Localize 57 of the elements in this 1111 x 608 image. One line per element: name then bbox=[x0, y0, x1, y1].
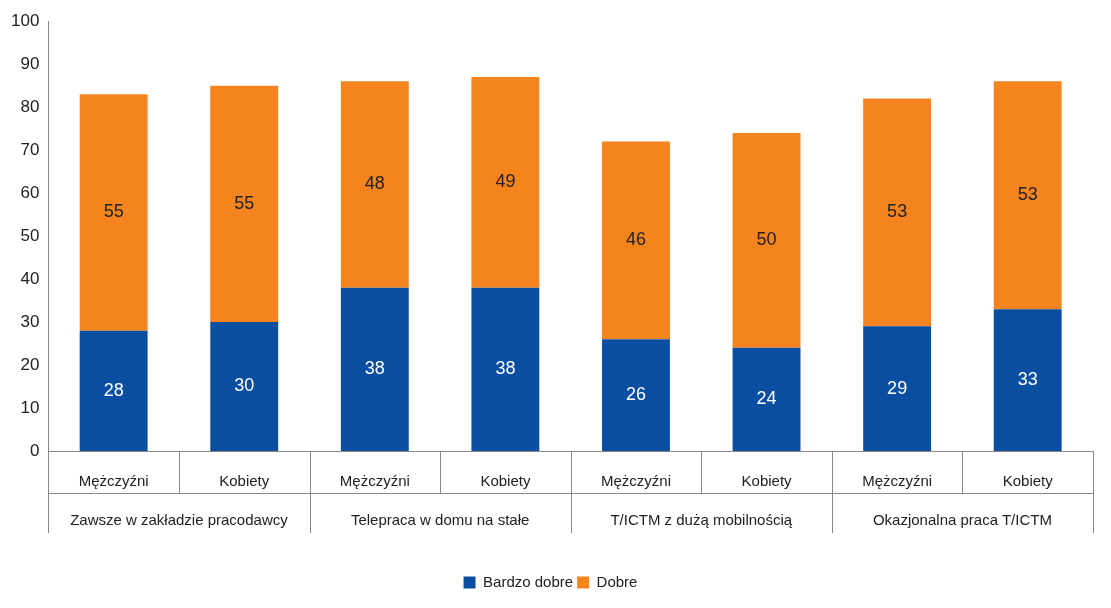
data-label: 26 bbox=[625, 384, 646, 405]
data-label: 53 bbox=[887, 201, 908, 222]
y-tick-label: 50 bbox=[20, 225, 40, 245]
data-label: 53 bbox=[1017, 184, 1038, 205]
data-label: 24 bbox=[756, 388, 777, 409]
bar bbox=[340, 81, 409, 288]
data-label: 28 bbox=[103, 379, 124, 400]
data-label: 55 bbox=[234, 192, 255, 213]
bar bbox=[471, 287, 540, 451]
text: Zawsze w zakładzie pracodawcy bbox=[70, 511, 289, 529]
bar bbox=[863, 98, 932, 327]
bar bbox=[602, 141, 670, 340]
y-tick-label: 100 bbox=[10, 10, 40, 30]
bar bbox=[602, 339, 670, 451]
y-tick-label: 90 bbox=[20, 53, 40, 73]
x-tick-label: Mężczyźni bbox=[600, 472, 671, 490]
data-label: 46 bbox=[625, 229, 646, 250]
data-label: 38 bbox=[495, 358, 516, 379]
data-label: 55 bbox=[103, 201, 124, 222]
data-label: 48 bbox=[364, 173, 385, 194]
y-tick-label: 10 bbox=[20, 397, 40, 417]
data-label: 30 bbox=[234, 375, 255, 396]
y-tick-label: 60 bbox=[20, 182, 40, 202]
y-tick-label: 0 bbox=[29, 440, 40, 460]
data-label: 29 bbox=[887, 377, 908, 398]
bar bbox=[993, 309, 1062, 451]
y-tick-label: 30 bbox=[20, 311, 40, 331]
y-tick-label: 80 bbox=[20, 96, 40, 116]
x-tick-label: Kobiety bbox=[480, 472, 531, 490]
bar bbox=[340, 287, 409, 451]
text: T/ICTM z dużą mobilnością bbox=[610, 511, 793, 529]
bar bbox=[732, 347, 801, 451]
x-tick-label: Kobiety bbox=[219, 472, 270, 490]
x-tick-label: Kobiety bbox=[741, 472, 793, 490]
bar bbox=[79, 94, 148, 331]
x-tick-label: Mężczyźni bbox=[78, 472, 149, 490]
y-tick-label: 40 bbox=[20, 268, 40, 288]
x-tick-label: Mężczyźni bbox=[339, 472, 410, 490]
y-tick-label: 20 bbox=[20, 354, 40, 374]
legend-label: Bardzo dobre bbox=[483, 572, 574, 590]
bar bbox=[732, 132, 801, 348]
data-label: 33 bbox=[1017, 369, 1038, 390]
bar bbox=[79, 330, 148, 451]
data-label: 49 bbox=[495, 171, 516, 192]
data-label: 38 bbox=[364, 358, 385, 379]
y-tick-label: 70 bbox=[20, 139, 40, 159]
bar bbox=[471, 77, 540, 288]
x-tick-label: Mężczyźni bbox=[862, 472, 933, 490]
bar bbox=[210, 322, 279, 451]
x-tick-label: Kobiety bbox=[1002, 472, 1054, 490]
bar bbox=[863, 326, 932, 451]
text: Telepraca w domu na stałe bbox=[350, 511, 530, 529]
data-label: 50 bbox=[756, 229, 777, 250]
bar bbox=[993, 81, 1062, 310]
text: Okazjonalna praca T/ICTM bbox=[872, 511, 1052, 529]
bar bbox=[210, 85, 279, 323]
legend-label: Dobre bbox=[596, 572, 638, 590]
